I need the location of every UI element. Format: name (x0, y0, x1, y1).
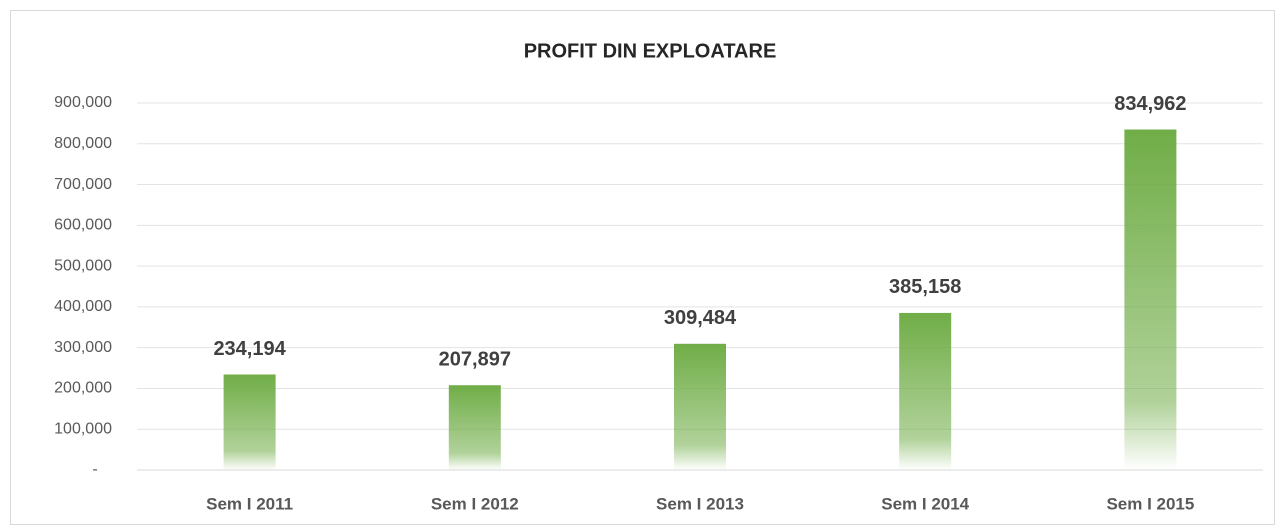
y-tick-label: 500,000 (54, 257, 112, 274)
bar (223, 374, 276, 470)
x-tick-label: Sem I 2013 (656, 494, 744, 513)
bar (674, 343, 726, 470)
y-tick-label: 900,000 (54, 94, 112, 111)
x-tick-label: Sem I 2012 (431, 494, 519, 513)
bar (1124, 129, 1177, 470)
y-tick-label: 700,000 (54, 176, 112, 193)
y-tick-label: 400,000 (54, 298, 112, 315)
x-tick-label: Sem I 2015 (1106, 494, 1194, 513)
x-tick-label: Sem I 2011 (206, 494, 293, 513)
chart-border (10, 10, 1275, 525)
value-label: 385,158 (889, 276, 961, 298)
bar (448, 385, 501, 470)
y-tick-label: - (92, 461, 97, 478)
value-label: 234,194 (213, 338, 286, 360)
value-label: 309,484 (664, 307, 737, 329)
y-tick-label: 300,000 (54, 339, 112, 356)
chart-title: PROFIT DIN EXPLOATARE (524, 40, 777, 62)
value-label: 207,897 (439, 349, 511, 371)
y-tick-label: 800,000 (54, 135, 112, 152)
x-tick-label: Sem I 2014 (881, 494, 969, 513)
y-tick-label: 200,000 (54, 380, 112, 397)
value-label: 834,962 (1114, 93, 1186, 115)
y-tick-label: 600,000 (54, 217, 112, 234)
bar (899, 312, 952, 470)
y-tick-label: 100,000 (54, 420, 112, 437)
